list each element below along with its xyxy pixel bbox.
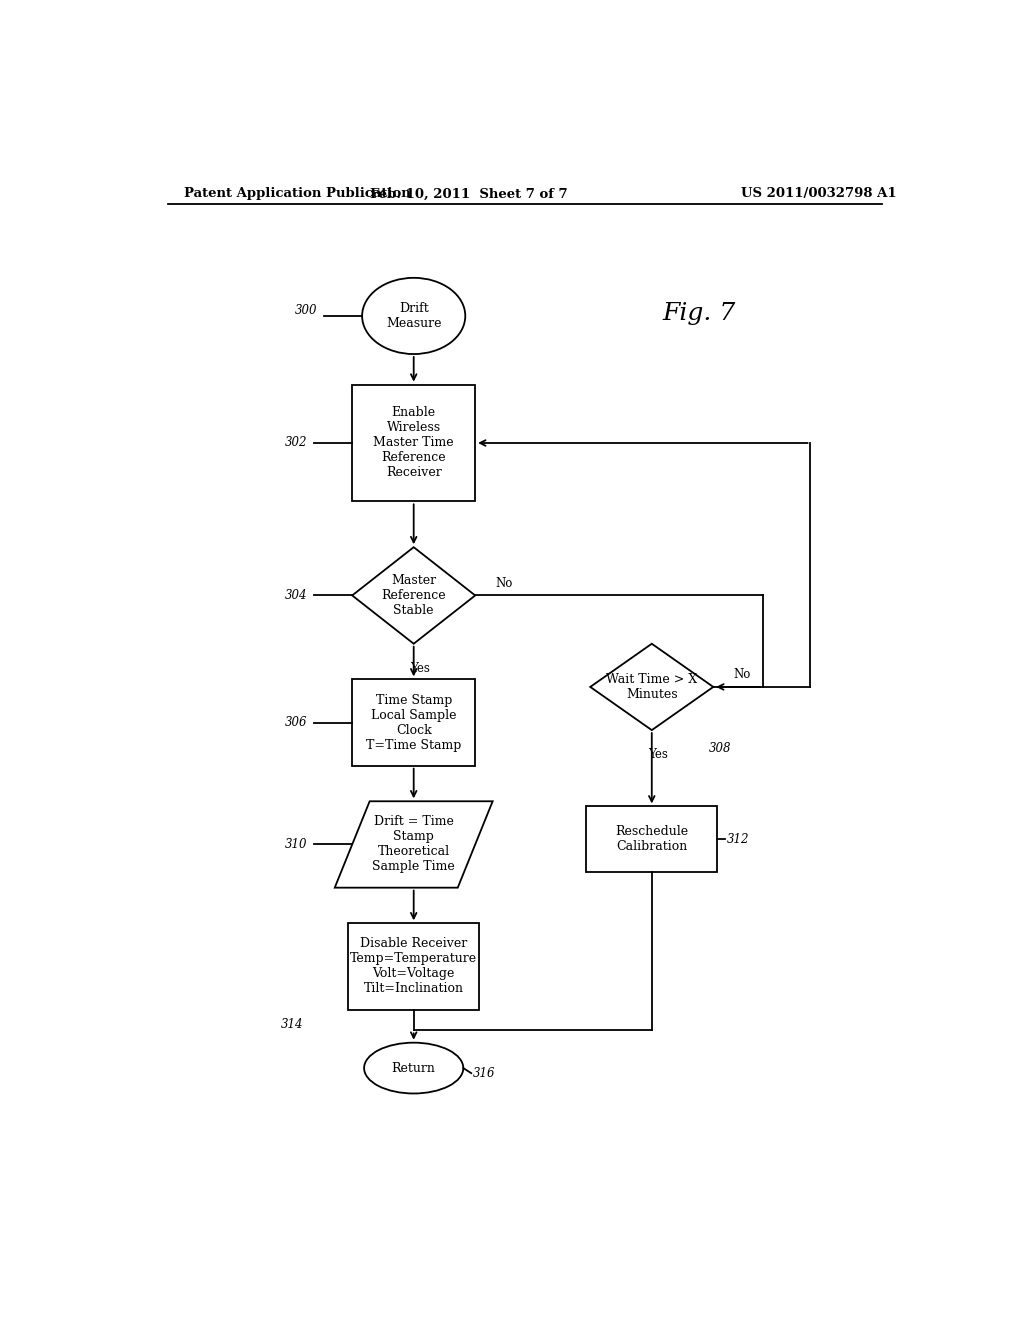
Text: No: No [495,577,512,590]
Text: Time Stamp
Local Sample
Clock
T=Time Stamp: Time Stamp Local Sample Clock T=Time Sta… [366,693,462,751]
Text: US 2011/0032798 A1: US 2011/0032798 A1 [740,187,896,201]
Bar [348,923,479,1010]
Text: Return: Return [392,1061,435,1074]
Text: Yes: Yes [410,663,430,675]
Text: 316: 316 [473,1067,496,1080]
Text: No: No [733,668,751,681]
Text: Wait Time > X
Minutes: Wait Time > X Minutes [606,673,697,701]
Text: 304: 304 [285,589,307,602]
Text: Drift = Time
Stamp
Theoretical
Sample Time: Drift = Time Stamp Theoretical Sample Ti… [373,816,455,874]
Text: Fig. 7: Fig. 7 [663,302,736,326]
Text: Drift
Measure: Drift Measure [386,302,441,330]
Text: 302: 302 [285,437,307,450]
Text: 310: 310 [285,838,307,851]
Text: Master
Reference
Stable: Master Reference Stable [381,574,446,616]
Text: 300: 300 [295,305,317,317]
Bar [587,807,717,873]
Text: 314: 314 [281,1019,303,1031]
Text: Disable Receiver
Temp=Temperature
Volt=Voltage
Tilt=Inclination: Disable Receiver Temp=Temperature Volt=V… [350,937,477,995]
Text: 308: 308 [710,742,732,755]
Bar [352,384,475,502]
Text: Yes: Yes [648,748,668,762]
Text: 306: 306 [285,715,307,729]
Text: Patent Application Publication: Patent Application Publication [183,187,411,201]
Text: 312: 312 [727,833,750,846]
Text: Reschedule
Calibration: Reschedule Calibration [615,825,688,854]
Text: Feb. 10, 2011  Sheet 7 of 7: Feb. 10, 2011 Sheet 7 of 7 [371,187,568,201]
Bar [352,680,475,766]
Text: Enable
Wireless
Master Time
Reference
Receiver: Enable Wireless Master Time Reference Re… [374,407,454,479]
